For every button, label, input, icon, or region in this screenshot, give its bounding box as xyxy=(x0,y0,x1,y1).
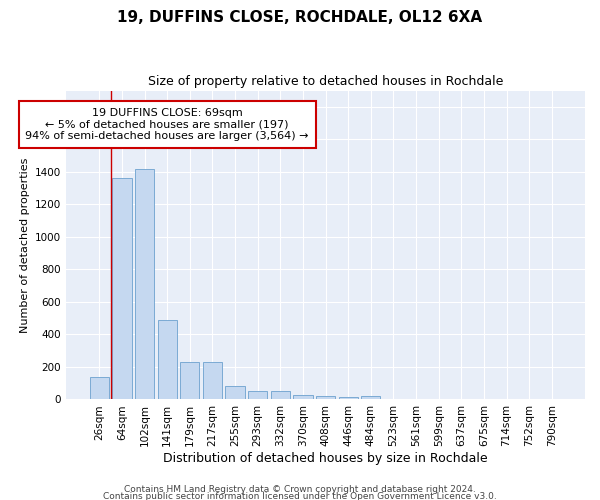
Text: 19 DUFFINS CLOSE: 69sqm
← 5% of detached houses are smaller (197)
94% of semi-de: 19 DUFFINS CLOSE: 69sqm ← 5% of detached… xyxy=(25,108,309,142)
Bar xyxy=(316,396,335,400)
Bar xyxy=(112,178,131,400)
Bar xyxy=(293,396,313,400)
Title: Size of property relative to detached houses in Rochdale: Size of property relative to detached ho… xyxy=(148,75,503,88)
Bar xyxy=(180,362,199,400)
Bar xyxy=(90,376,109,400)
Bar xyxy=(248,390,268,400)
Y-axis label: Number of detached properties: Number of detached properties xyxy=(20,158,29,332)
Text: Contains HM Land Registry data © Crown copyright and database right 2024.: Contains HM Land Registry data © Crown c… xyxy=(124,485,476,494)
Bar xyxy=(135,170,154,400)
Bar xyxy=(203,362,222,400)
Bar xyxy=(226,386,245,400)
Bar xyxy=(158,320,177,400)
Bar xyxy=(271,392,290,400)
Text: Contains public sector information licensed under the Open Government Licence v3: Contains public sector information licen… xyxy=(103,492,497,500)
Text: 19, DUFFINS CLOSE, ROCHDALE, OL12 6XA: 19, DUFFINS CLOSE, ROCHDALE, OL12 6XA xyxy=(118,10,482,25)
Bar xyxy=(338,397,358,400)
X-axis label: Distribution of detached houses by size in Rochdale: Distribution of detached houses by size … xyxy=(163,452,488,465)
Bar xyxy=(361,396,380,400)
